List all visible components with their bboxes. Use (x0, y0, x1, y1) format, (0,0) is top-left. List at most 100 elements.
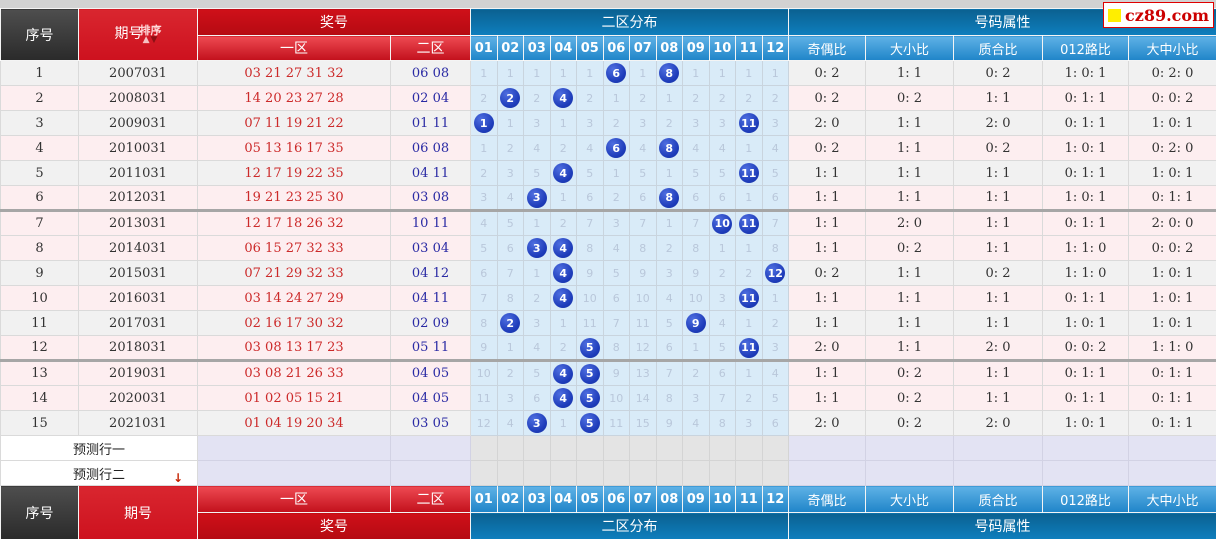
dist-cell: 7 (602, 310, 630, 336)
zone2-prediction-cell (390, 435, 471, 461)
dist-cell: 3 (708, 110, 736, 136)
dist-prediction-cell (761, 435, 789, 461)
sort-desc-icon[interactable]: ▼ (150, 34, 159, 45)
dist-cell: 11 (735, 160, 763, 186)
ball-col-header: 09 (682, 485, 710, 513)
dist-cell: 2 (549, 135, 577, 161)
period-cell: 2018031 (78, 335, 198, 362)
dist-cell: 6 (523, 385, 551, 411)
dist-cell: 13 (629, 360, 657, 386)
dist-cell: 3 (682, 110, 710, 136)
dist-cell: 2 (576, 85, 604, 111)
hit-ball: 10 (712, 213, 733, 234)
hit-ball: 2 (500, 313, 521, 333)
hit-ball: 1 (473, 113, 494, 133)
scroll-down-icon[interactable]: ↓ (172, 471, 183, 485)
zone2-numbers-cell: 06 08 (390, 135, 471, 161)
dist-cell: 1 (549, 185, 577, 212)
dist-cell: 1 (761, 285, 789, 311)
period-cell: 2015031 (78, 260, 198, 286)
dist-cell: 1 (470, 60, 498, 86)
dist-cell: 3 (523, 110, 551, 136)
attr-cell: 1: 1 (953, 185, 1043, 212)
dist-cell: 4 (708, 310, 736, 336)
dist-cell: 3 (523, 310, 551, 336)
attr-cell: 1: 1 (953, 235, 1043, 261)
dist-cell: 5 (761, 160, 789, 186)
dist-cell: 2 (470, 85, 498, 111)
dist-cell: 6 (655, 335, 683, 362)
dist-cell: 1 (655, 210, 683, 236)
attr-cell: 0: 2 (788, 60, 866, 86)
dist-prediction-cell (655, 435, 683, 461)
dist-cell: 5 (708, 335, 736, 362)
dist-cell: 8 (682, 235, 710, 261)
dist-cell: 5 (682, 160, 710, 186)
hit-ball: 4 (553, 288, 574, 308)
dist-prediction-cell (735, 435, 763, 461)
dist-cell: 6 (682, 185, 710, 212)
dist-prediction-cell (549, 435, 577, 461)
dist-prediction-cell (761, 460, 789, 486)
zone2-numbers-cell: 10 11 (390, 210, 471, 236)
hit-ball: 3 (526, 413, 547, 433)
dist-cell: 1 (549, 60, 577, 86)
dist-cell: 2 (496, 135, 524, 161)
zone1-numbers-cell: 12 17 19 22 35 (197, 160, 391, 186)
dist-cell: 2 (682, 85, 710, 111)
ball-col-header: 01 (470, 35, 498, 61)
dist-prediction-cell (708, 435, 736, 461)
ball-col-header: 02 (496, 485, 524, 513)
dist-cell: 3 (708, 285, 736, 311)
dist-cell: 11 (735, 285, 763, 311)
attr-cell: 0: 2 (788, 260, 866, 286)
dist-cell: 4 (682, 135, 710, 161)
dist-cell: 14 (629, 385, 657, 411)
dist-cell: 4 (655, 285, 683, 311)
period-cell: 2007031 (78, 60, 198, 86)
attr-cell: 0: 2 (788, 85, 866, 111)
attr-cell: 1: 1 (788, 210, 866, 236)
hit-ball: 11 (738, 337, 759, 358)
hit-ball: 4 (553, 88, 574, 108)
dist-cell: 10 (708, 210, 736, 236)
attr-cell: 1: 1: 0 (1042, 260, 1129, 286)
period-column-footer: 期号 (78, 485, 198, 539)
attr-cell: 1: 1 (788, 385, 866, 411)
table-row: 4 2010031 05 13 16 17 35 06 08 1 2 4 2 4 6 4 8 4 4 1 4 0… (0, 135, 1216, 161)
attr-cell: 2: 0 (953, 110, 1043, 136)
zone1-numbers-cell: 03 08 13 17 23 (197, 335, 391, 362)
dist-cell: 3 (682, 385, 710, 411)
dist-cell: 6 (470, 260, 498, 286)
attr-cell: 1: 1 (953, 360, 1043, 386)
period-cell: 2011031 (78, 160, 198, 186)
dist-cell: 4 (549, 85, 577, 111)
dist-cell: 2 (602, 185, 630, 212)
dist-cell: 2 (602, 110, 630, 136)
table-footer: 序号 期号 一区 二区 01 02 03 04 05 06 07 08 09 10 11 12 奇偶比大… (0, 485, 1216, 539)
dist-cell: 15 (629, 410, 657, 436)
dist-cell: 8 (496, 285, 524, 311)
zone2-numbers-cell: 02 09 (390, 310, 471, 336)
ball-col-header: 05 (576, 485, 604, 513)
zone2-numbers-cell: 03 08 (390, 185, 471, 212)
seq-cell: 15 (0, 410, 79, 436)
site-logo[interactable]: cz89.com (1102, 2, 1214, 28)
seq-cell: 2 (0, 85, 79, 111)
dist-cell: 8 (576, 235, 604, 261)
seq-cell: 7 (0, 210, 79, 236)
prediction-row: 预测行二 ↓ (0, 460, 1216, 486)
dist-cell: 6 (602, 60, 630, 86)
dist-prediction-cell (708, 460, 736, 486)
dist-cell: 8 (655, 185, 683, 212)
table-row: 7 2013031 12 17 18 26 32 10 11 4 5 1 2 7 3 7 1 7 10 11… (0, 210, 1216, 236)
zone2-numbers-cell: 04 05 (390, 360, 471, 386)
dist-cell: 5 (576, 360, 604, 386)
sort-control[interactable]: 排序 ▲▼ (140, 25, 162, 45)
dist-cell: 12 (629, 335, 657, 362)
zone1-numbers-cell: 01 02 05 15 21 (197, 385, 391, 411)
seq-cell: 13 (0, 360, 79, 386)
hit-ball: 11 (738, 288, 759, 308)
sort-asc-icon[interactable]: ▲ (142, 34, 151, 45)
